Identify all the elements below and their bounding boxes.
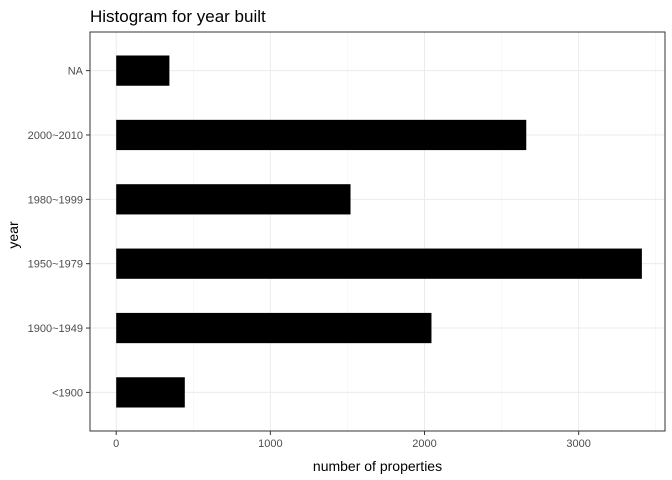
y-tick-label: NA — [68, 66, 84, 78]
bar-1950-1979 — [116, 248, 642, 279]
panel-border — [89, 31, 666, 432]
y-axis-title: year — [5, 221, 21, 249]
x-tick-label: 0 — [113, 438, 119, 450]
y-tick-label: <1900 — [52, 387, 83, 399]
bar-2000-2010 — [116, 119, 527, 151]
chart-title: Histogram for year built — [90, 7, 266, 26]
bar-1980-1999 — [116, 184, 351, 215]
bar-1900-1949 — [116, 312, 432, 344]
x-axis-title: number of properties — [313, 458, 442, 474]
plot-panel: 0 1000 2000 3000 <1900 1900~1949 1950~1979 1980… — [28, 31, 666, 450]
bar-na — [116, 55, 170, 86]
y-tick-label: 1900~1949 — [28, 323, 83, 335]
x-tick-label: 1000 — [258, 438, 282, 450]
x-tick-label: 3000 — [566, 438, 590, 450]
x-tick-label: 2000 — [412, 438, 436, 450]
y-tick-label: 2000~2010 — [28, 130, 83, 142]
bar-1900 — [116, 377, 185, 408]
y-tick-label: 1950~1979 — [28, 259, 83, 271]
y-tick-label: 1980~1999 — [28, 194, 83, 206]
